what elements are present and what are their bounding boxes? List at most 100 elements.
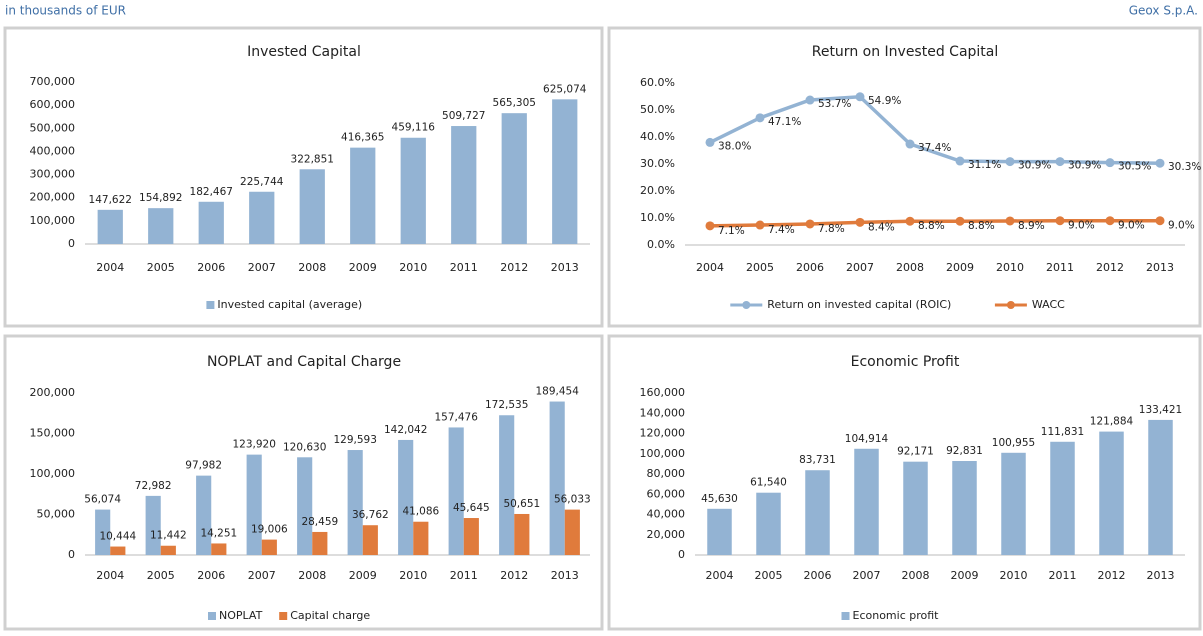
value-label: 30.9% (1068, 160, 1101, 172)
x-tick-label: 2011 (1049, 569, 1077, 582)
legend-label: Return on invested capital (ROIC) (767, 298, 951, 311)
bar (463, 518, 479, 555)
value-label: 157,476 (434, 411, 478, 423)
x-tick-label: 2006 (796, 261, 824, 274)
value-label: 129,593 (333, 434, 376, 446)
legend-swatch (841, 612, 850, 620)
y-tick-label: 140,000 (640, 406, 686, 419)
point (1055, 157, 1065, 167)
x-tick-label: 2010 (1000, 569, 1028, 582)
value-label: 565,305 (493, 97, 536, 109)
units-note: in thousands of EUR (5, 4, 126, 18)
value-label: 36,762 (352, 509, 389, 521)
bar (952, 461, 977, 555)
value-label: 8.8% (968, 220, 995, 232)
x-tick-label: 2004 (696, 261, 724, 274)
value-label: 172,535 (485, 399, 528, 411)
legend-label: WACC (1032, 298, 1065, 311)
point (1105, 216, 1115, 226)
value-label: 14,251 (200, 527, 237, 539)
bar (903, 461, 928, 555)
value-label: 123,920 (232, 439, 275, 451)
value-label: 97,982 (185, 460, 222, 472)
x-tick-label: 2005 (147, 261, 175, 274)
bar (707, 508, 732, 555)
bar (145, 495, 161, 555)
bar (261, 539, 277, 555)
legend-swatch (279, 612, 288, 620)
value-label: 7.8% (818, 223, 845, 235)
x-tick-label: 2012 (1098, 569, 1126, 582)
value-label: 92,831 (946, 445, 983, 457)
x-tick-label: 2011 (450, 569, 478, 582)
y-tick-label: 0 (68, 548, 75, 561)
value-label: 45,630 (701, 493, 738, 505)
y-tick-label: 60.0% (640, 76, 675, 89)
value-label: 56,033 (554, 494, 591, 506)
bar (400, 137, 426, 244)
value-label: 11,442 (150, 530, 187, 542)
y-tick-label: 150,000 (30, 427, 76, 440)
value-label: 56,074 (84, 494, 121, 506)
x-tick-label: 2007 (248, 261, 276, 274)
bar (552, 99, 578, 244)
x-tick-label: 2006 (197, 569, 225, 582)
value-label: 133,421 (1139, 404, 1182, 416)
x-tick-label: 2012 (500, 569, 528, 582)
bar (249, 191, 275, 244)
x-tick-label: 2011 (1046, 261, 1074, 274)
x-tick-label: 2004 (96, 569, 124, 582)
legend-marker (742, 301, 751, 309)
point (1155, 216, 1165, 226)
panel (3, 26, 604, 328)
bar (246, 454, 262, 555)
value-label: 625,074 (543, 83, 587, 95)
point (755, 113, 765, 123)
y-tick-label: 50.0% (640, 103, 675, 116)
x-tick-label: 2005 (755, 569, 783, 582)
point (955, 216, 965, 226)
x-tick-label: 2008 (298, 569, 326, 582)
value-label: 189,454 (535, 386, 579, 398)
value-label: 225,744 (240, 176, 284, 188)
value-label: 30.3% (1168, 161, 1201, 173)
point (955, 156, 965, 166)
x-tick-label: 2013 (551, 569, 579, 582)
point (705, 137, 715, 147)
point (1105, 158, 1115, 168)
y-tick-label: 400,000 (30, 144, 76, 157)
value-label: 9.0% (1168, 220, 1195, 232)
bar (398, 439, 414, 555)
point (1005, 216, 1015, 226)
legend-marker (1006, 301, 1015, 309)
bar (196, 475, 212, 555)
x-tick-label: 2005 (147, 569, 175, 582)
value-label: 509,727 (442, 110, 485, 122)
point (1055, 216, 1065, 226)
panel (3, 334, 604, 631)
point (1005, 157, 1015, 167)
value-label: 19,006 (251, 524, 288, 536)
point (905, 139, 915, 149)
value-label: 322,851 (291, 153, 334, 165)
bar (160, 545, 176, 555)
y-tick-label: 700,000 (30, 75, 76, 88)
x-tick-label: 2008 (902, 569, 930, 582)
x-tick-label: 2013 (1146, 261, 1174, 274)
bar (514, 513, 530, 555)
point (855, 92, 865, 102)
x-tick-label: 2007 (846, 261, 874, 274)
bar (448, 427, 464, 555)
y-tick-label: 60,000 (647, 487, 686, 500)
bar (347, 450, 363, 555)
point (805, 95, 815, 105)
x-tick-label: 2008 (896, 261, 924, 274)
x-tick-label: 2010 (399, 261, 427, 274)
company-name: Geox S.p.A. (1129, 4, 1198, 18)
x-tick-label: 2009 (951, 569, 979, 582)
bar (110, 546, 126, 555)
point (855, 217, 865, 227)
legend-label: Invested capital (average) (217, 298, 362, 311)
value-label: 72,982 (135, 480, 172, 492)
